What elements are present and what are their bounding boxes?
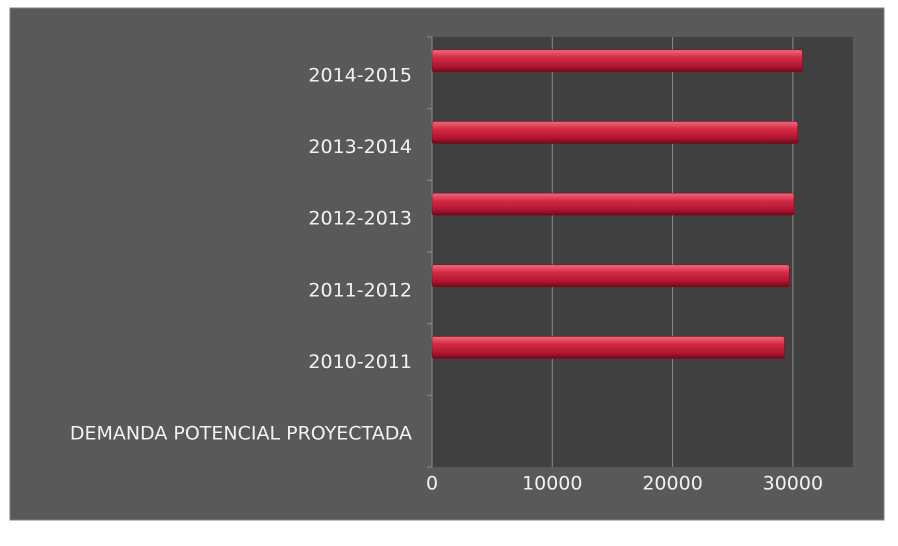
x-tick-label: 10000 bbox=[522, 473, 582, 495]
bar bbox=[431, 121, 798, 144]
y-tick-label: 2012-2013 bbox=[308, 208, 412, 230]
x-tick-label: 0 bbox=[426, 473, 438, 495]
y-tick-label: 2010-2011 bbox=[308, 351, 412, 373]
bar bbox=[431, 49, 803, 73]
y-tick-label: 2013-2014 bbox=[308, 136, 412, 158]
y-tick-label: 2014-2015 bbox=[308, 64, 412, 86]
plot-area bbox=[432, 37, 853, 467]
x-tick-label: 30000 bbox=[763, 473, 823, 495]
bar bbox=[431, 264, 790, 288]
x-tick-label: 20000 bbox=[642, 473, 702, 495]
bar bbox=[431, 192, 795, 216]
bar bbox=[431, 336, 785, 359]
y-tick-label: DEMANDA POTENCIAL PROYECTADA bbox=[70, 423, 412, 445]
y-tick-label: 2011-2012 bbox=[308, 279, 412, 301]
